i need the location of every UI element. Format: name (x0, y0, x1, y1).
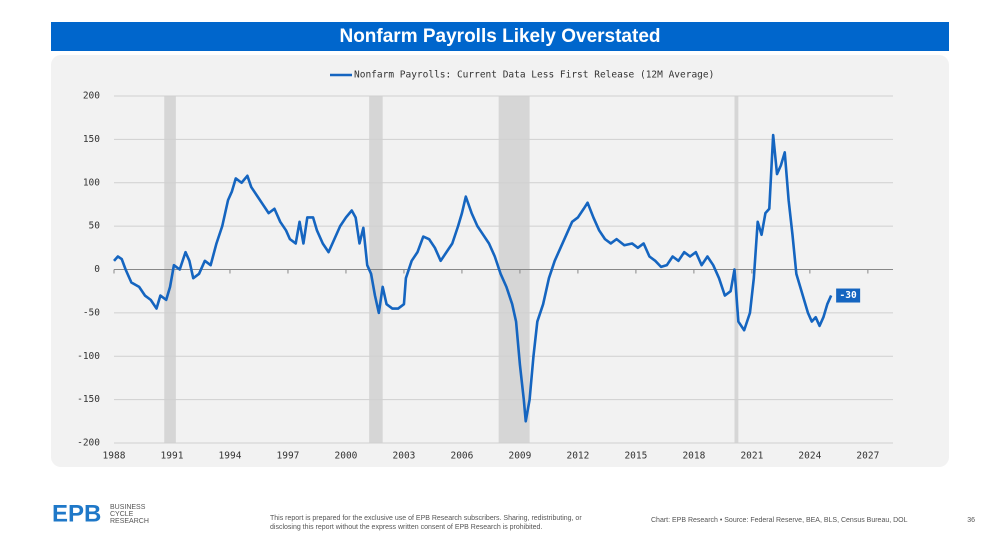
y-tick-label: -200 (77, 438, 100, 449)
line (113, 133, 833, 423)
y-tick-label: -100 (77, 351, 100, 362)
disclaimer: disclosing this report without the expre… (270, 524, 542, 531)
end-label-box (836, 288, 861, 303)
x-tick-label: 1988 (103, 451, 126, 462)
page-number: 36 (967, 517, 975, 524)
x-tick-label: 2027 (856, 451, 879, 462)
x-tick-label: 2000 (335, 451, 358, 462)
source: Chart: EPB Research • Source: Federal Re… (651, 517, 908, 524)
x-tick-label: 1991 (161, 451, 184, 462)
disclaimer: This report is prepared for the exclusiv… (270, 515, 582, 522)
x-tick-label: 2018 (682, 451, 705, 462)
legend-label: Nonfarm Payrolls: Current Data Less Firs… (354, 70, 714, 81)
x-tick-label: 2006 (450, 451, 473, 462)
y-tick-label: -150 (77, 394, 100, 405)
logo-line: RESEARCH (110, 518, 149, 525)
y-tick-label: 150 (83, 134, 100, 145)
x-tick-label: 1997 (277, 451, 300, 462)
x-tick-label: 2015 (624, 451, 647, 462)
logo-line: BUSINESS (110, 504, 146, 511)
x-tick-label: 2009 (508, 451, 531, 462)
x-tick-label: 2024 (798, 451, 821, 462)
y-tick-label: 200 (83, 91, 100, 102)
x-tick-label: 1994 (219, 451, 242, 462)
logo: EPB (52, 500, 101, 527)
plot: -200 -150 -100 -50 0 50 100 150 200 1988 1991 1994 1… (77, 70, 893, 462)
x-tick-label: 2003 (393, 451, 416, 462)
end-label: -30 (840, 290, 857, 301)
title: Nonfarm Payrolls Likely Overstated (339, 26, 660, 47)
header-bar (51, 22, 949, 51)
y-tick-label: -50 (83, 307, 100, 318)
y-tick-label: 100 (83, 177, 100, 188)
x-tick-label: 2021 (740, 451, 763, 462)
logo-line: CYCLE (110, 511, 134, 518)
y-tick-label: 0 (94, 264, 100, 275)
x-tick-label: 2012 (566, 451, 589, 462)
y-tick-label: 50 (89, 221, 101, 232)
